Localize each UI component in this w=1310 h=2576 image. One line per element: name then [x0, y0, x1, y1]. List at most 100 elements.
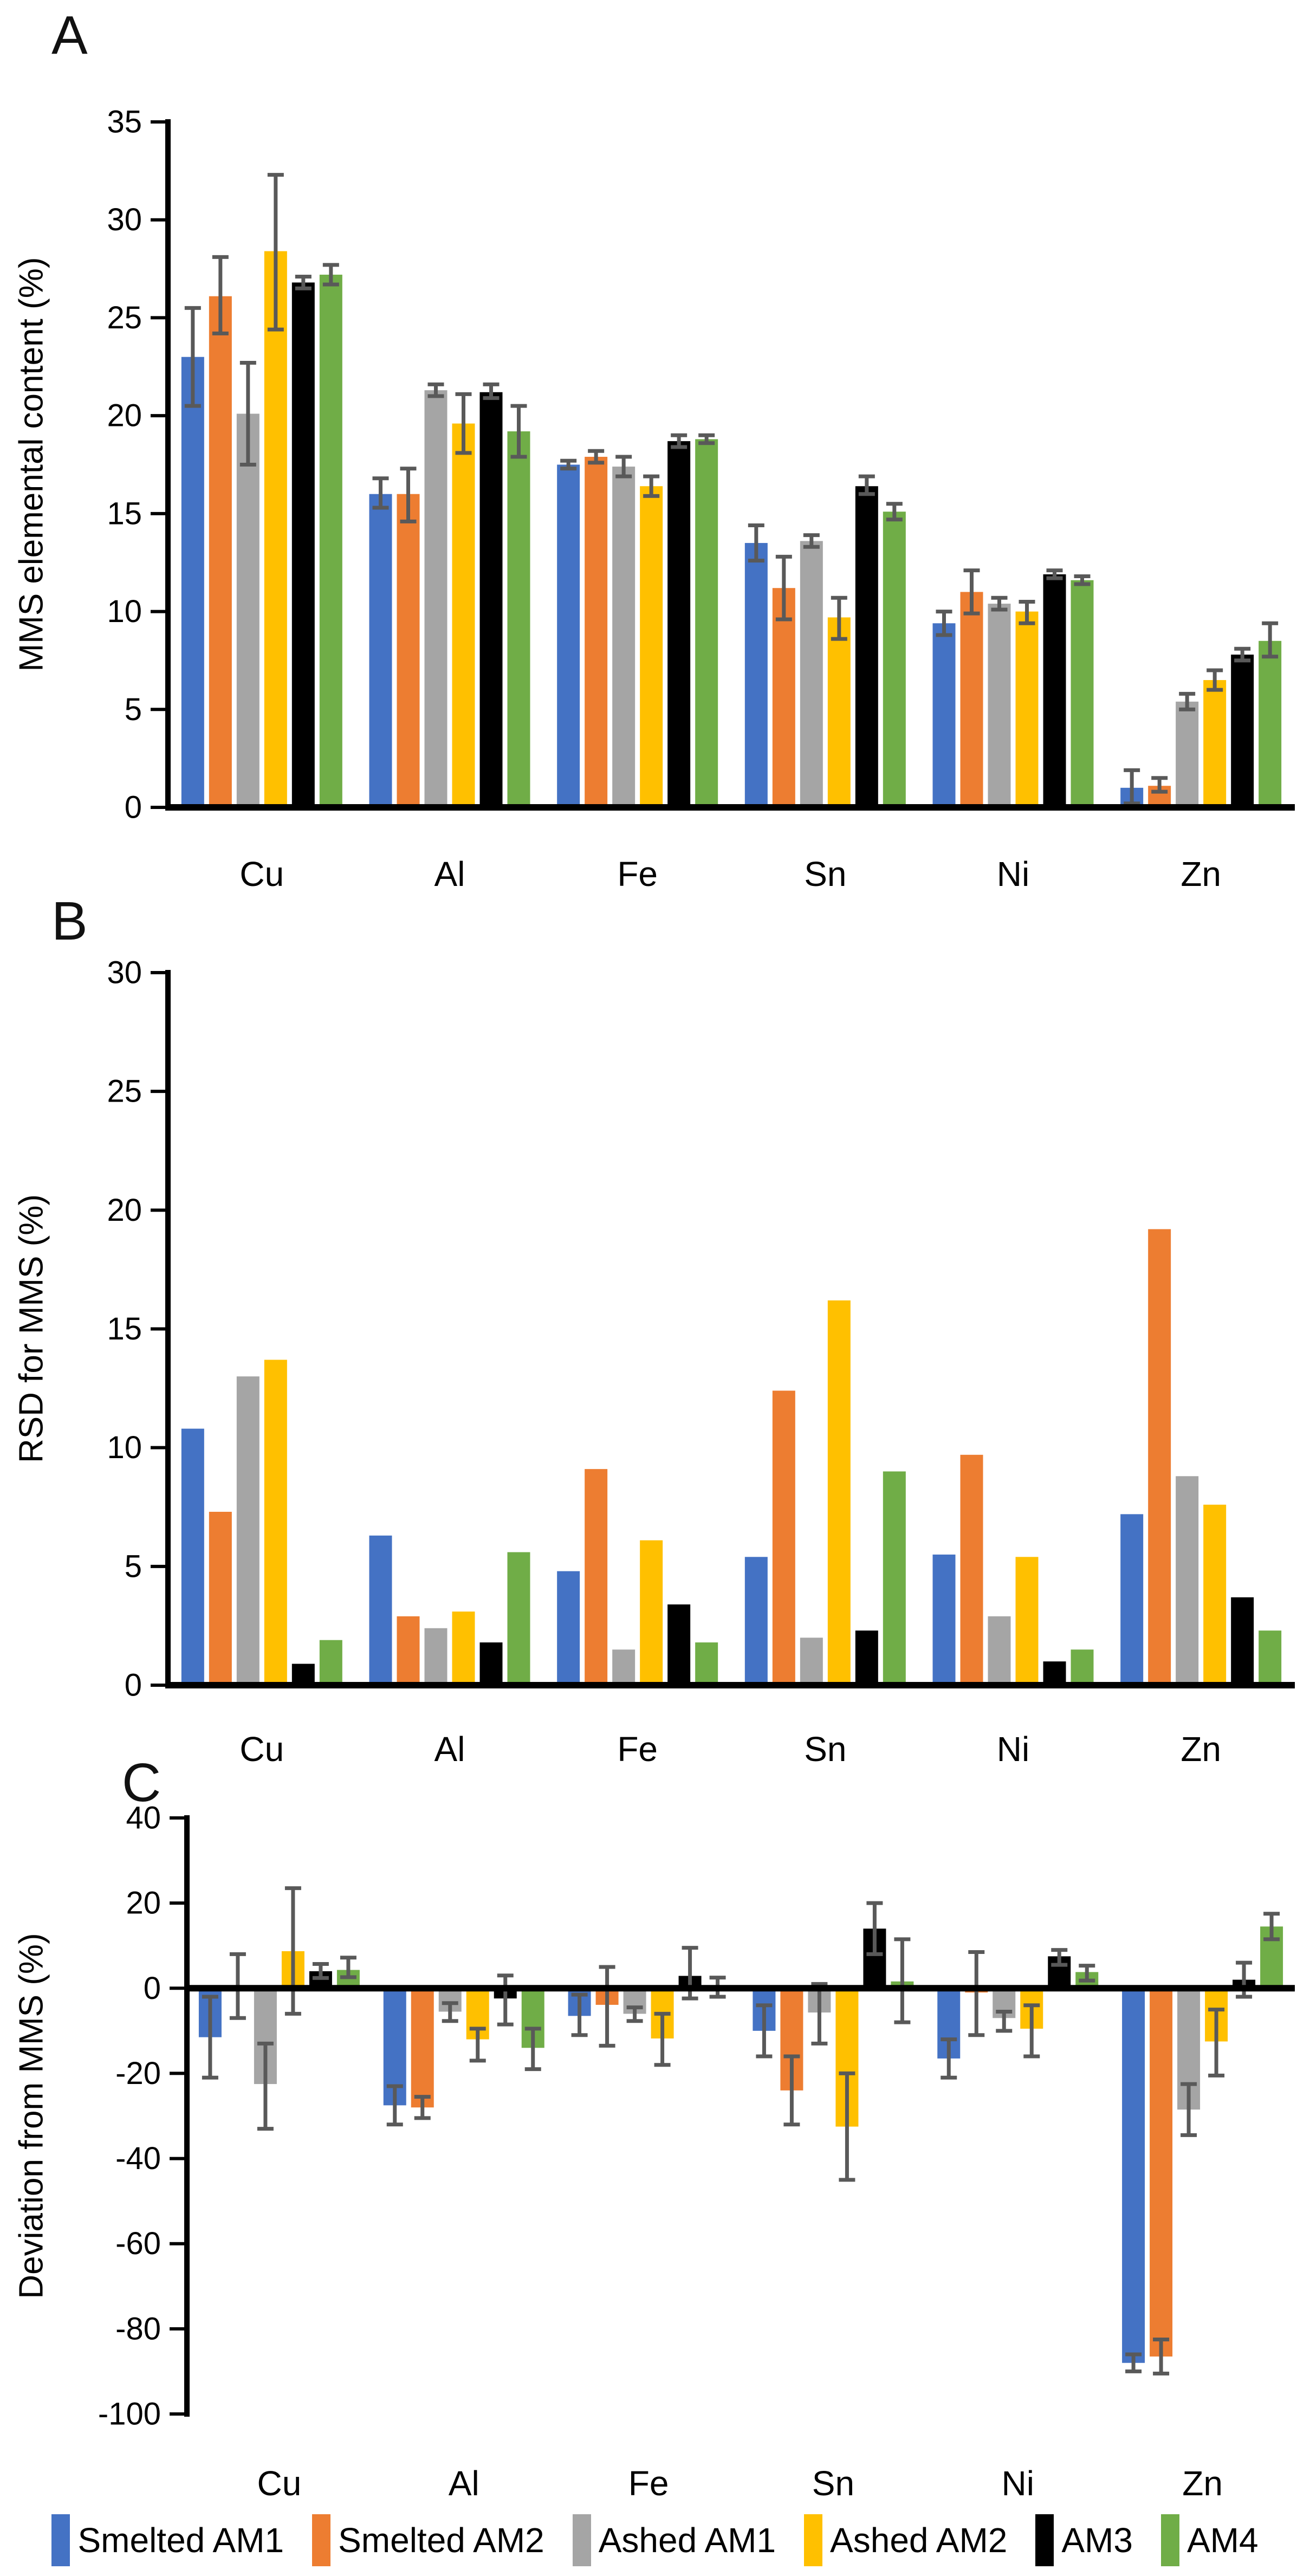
bar-a-smelted-am2-al — [397, 494, 420, 807]
bar-b-ashed-am1-cu — [236, 1376, 260, 1685]
bar-b-ashed-am2-zn — [1203, 1504, 1227, 1685]
legend-item-am4: AM4 — [1160, 2514, 1259, 2566]
y-tick-label-a-10: 10 — [107, 594, 142, 629]
bar-b-smelted-am1-fe — [557, 1571, 580, 1685]
bar-a-ashed-am2-fe — [640, 486, 663, 807]
category-label-b-fe: Fe — [617, 1730, 658, 1769]
y-tick-label-a-30: 30 — [107, 202, 142, 237]
bar-b-ashed-am1-fe — [612, 1649, 635, 1685]
bar-b-am3-zn — [1231, 1597, 1254, 1685]
bar-c-smelted-am1-zn — [1122, 1988, 1145, 2363]
legend-label: AM3 — [1061, 2521, 1133, 2560]
category-label-b-zn: Zn — [1181, 1730, 1221, 1769]
legend-swatch-icon — [312, 2514, 331, 2566]
category-label-a-ni: Ni — [997, 855, 1029, 894]
category-label-c-ni: Ni — [1002, 2464, 1034, 2503]
legend-item-smelted-am2: Smelted AM2 — [312, 2514, 544, 2566]
bar-b-ashed-am1-sn — [800, 1637, 823, 1685]
bar-a-smelted-am1-sn — [744, 543, 768, 807]
bar-b-am4-al — [507, 1552, 530, 1685]
bar-c-smelted-am2-zn — [1150, 1988, 1173, 2357]
bar-b-smelted-am1-al — [369, 1535, 392, 1685]
y-tick-label-b-10: 10 — [107, 1430, 142, 1465]
bar-a-am4-sn — [883, 512, 906, 807]
y-tick-label-a-20: 20 — [107, 398, 142, 433]
bar-a-smelted-am2-ni — [960, 592, 983, 807]
y-tick-label-b-30: 30 — [107, 955, 142, 991]
y-tick-label-a-35: 35 — [107, 105, 142, 140]
category-label-a-sn: Sn — [804, 855, 846, 894]
bar-a-ashed-am1-zn — [1176, 701, 1199, 807]
bar-b-smelted-am1-zn — [1120, 1514, 1144, 1685]
y-tick-label-a-15: 15 — [107, 496, 142, 531]
y-tick-label-a-25: 25 — [107, 300, 142, 335]
bar-b-ashed-am1-al — [424, 1628, 448, 1685]
bar-b-am4-fe — [695, 1642, 718, 1685]
y-tick-label-c--80: -80 — [115, 2311, 161, 2346]
bar-a-ashed-am2-zn — [1203, 680, 1227, 807]
bar-a-am3-fe — [667, 441, 691, 807]
panel-c-y-axis-title: Deviation from MMS (%) — [12, 1933, 50, 2299]
bar-b-smelted-am1-cu — [181, 1428, 204, 1685]
bar-a-am3-sn — [855, 486, 878, 807]
legend-swatch-icon — [1035, 2514, 1054, 2566]
bar-a-am3-cu — [291, 282, 315, 807]
category-label-b-sn: Sn — [804, 1730, 846, 1769]
category-label-a-al: Al — [434, 855, 465, 894]
panel-b-letter: B — [51, 891, 88, 952]
bar-b-ashed-am2-ni — [1015, 1557, 1039, 1685]
panel-c-letter: C — [122, 1752, 161, 1813]
category-label-a-fe: Fe — [617, 855, 658, 894]
bar-b-smelted-am2-fe — [585, 1469, 608, 1685]
category-label-a-cu: Cu — [239, 855, 284, 894]
bar-a-ashed-am1-cu — [236, 413, 260, 807]
legend-item-smelted-am1: Smelted AM1 — [51, 2514, 284, 2566]
y-tick-label-b-15: 15 — [107, 1311, 142, 1347]
bar-a-ashed-am1-sn — [800, 541, 823, 807]
category-label-a-zn: Zn — [1181, 855, 1221, 894]
bar-b-am4-ni — [1071, 1649, 1094, 1685]
y-tick-label-b-0: 0 — [125, 1668, 142, 1703]
bar-a-am4-fe — [695, 439, 718, 807]
bar-a-am3-ni — [1043, 574, 1066, 807]
bar-a-ashed-am2-cu — [264, 251, 287, 807]
bar-a-smelted-am2-sn — [772, 588, 795, 807]
legend-swatch-icon — [572, 2514, 591, 2566]
bar-b-am4-sn — [883, 1471, 906, 1685]
category-label-c-cu: Cu — [257, 2464, 302, 2503]
bar-b-smelted-am2-cu — [209, 1512, 232, 1685]
bar-a-ashed-am2-sn — [827, 617, 851, 807]
y-tick-label-c-0: 0 — [144, 1971, 161, 2006]
category-label-c-zn: Zn — [1182, 2464, 1223, 2503]
bar-a-ashed-am1-fe — [612, 467, 635, 807]
legend-item-ashed-am2: Ashed AM2 — [804, 2514, 1007, 2566]
legend: Smelted AM1 Smelted AM2 Ashed AM1 Ashed AM2… — [0, 2502, 1310, 2576]
y-tick-label-c-20: 20 — [126, 1886, 161, 1921]
bar-a-am4-cu — [319, 274, 342, 807]
panel-a-y-axis-title: MMS elemental content (%) — [12, 257, 50, 672]
y-tick-label-a-0: 0 — [125, 790, 142, 825]
legend-item-ashed-am1: Ashed AM1 — [572, 2514, 776, 2566]
bar-b-am3-al — [479, 1642, 503, 1685]
bar-b-am3-ni — [1043, 1661, 1066, 1685]
bar-a-ashed-am2-al — [452, 423, 475, 807]
y-tick-label-c--60: -60 — [115, 2226, 161, 2261]
bar-a-smelted-am1-al — [369, 494, 392, 807]
category-label-c-sn: Sn — [812, 2464, 854, 2503]
bar-b-am4-cu — [319, 1640, 342, 1685]
category-label-c-al: Al — [449, 2464, 479, 2503]
bar-a-ashed-am1-ni — [988, 604, 1011, 807]
legend-label: Smelted AM1 — [77, 2521, 284, 2560]
category-label-b-al: Al — [434, 1730, 465, 1769]
bar-b-ashed-am1-ni — [988, 1616, 1011, 1685]
bar-b-am3-fe — [667, 1604, 691, 1685]
y-tick-label-a-5: 5 — [125, 692, 142, 727]
category-label-c-fe: Fe — [628, 2464, 669, 2503]
bar-b-smelted-am2-sn — [772, 1390, 795, 1685]
legend-item-am3: AM3 — [1035, 2514, 1133, 2566]
panel-a-letter: A — [51, 5, 88, 66]
legend-label: Smelted AM2 — [338, 2521, 544, 2560]
panel-b-y-axis-title: RSD for MMS (%) — [12, 1194, 50, 1463]
